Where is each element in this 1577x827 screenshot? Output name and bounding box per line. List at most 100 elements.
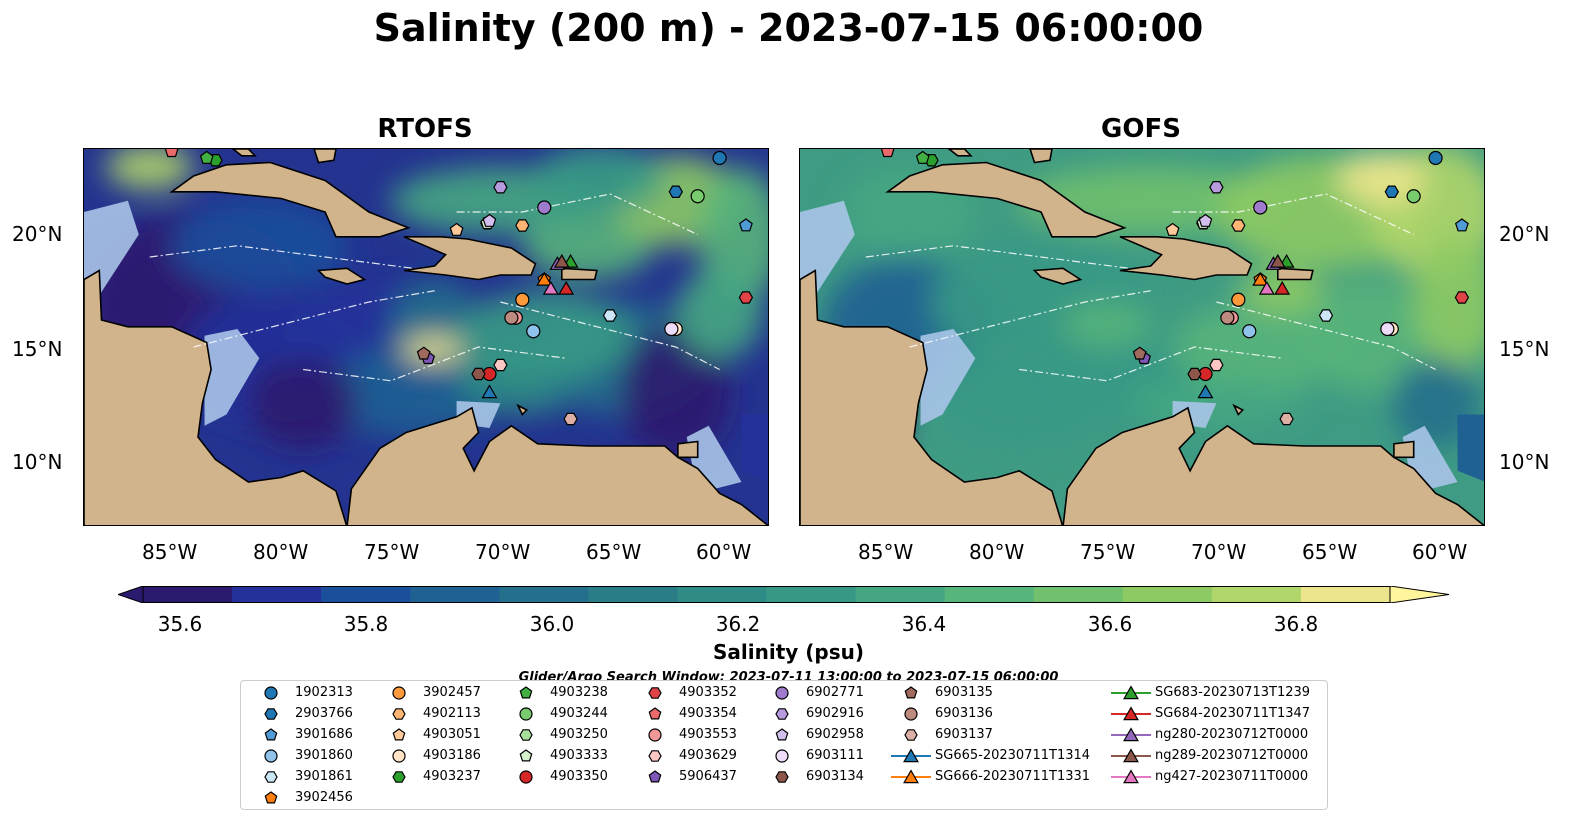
- marker-2903766: [1384, 185, 1399, 199]
- marker-4903354: [164, 149, 179, 158]
- marker-6903135: [1132, 346, 1147, 360]
- cbar-tick-36-6: 36.6: [1087, 612, 1133, 636]
- marker-3901861: [1318, 309, 1334, 322]
- lon-label-60w-right: 60°W: [1412, 540, 1468, 564]
- marker-sg684-20230711t1347: [558, 280, 575, 295]
- triangle-marker-icon: [891, 769, 931, 784]
- figure-title: Salinity (200 m) - 2023-07-15 06:00:00: [373, 6, 1204, 50]
- legend-label: ng280-20230712T0000: [1155, 727, 1309, 742]
- marker-ng427-20230711t0000: [1258, 280, 1275, 295]
- lat-label-10n-right: 10°N: [1499, 450, 1550, 474]
- marker-6903136: [1220, 310, 1235, 325]
- legend-label: 6902916: [806, 706, 864, 721]
- legend-label: 4903186: [423, 748, 481, 763]
- lon-label-85w-right: 85°W: [858, 540, 914, 564]
- pentagon-marker-icon: [264, 791, 278, 804]
- legend-label: 4903333: [550, 748, 608, 763]
- marker-6902916: [493, 180, 508, 194]
- lat-label-20n-right: 20°N: [1499, 222, 1550, 246]
- marker-3902457: [1231, 292, 1246, 307]
- puerto-rico-land: [1276, 267, 1314, 281]
- hexagon-marker-icon: [648, 750, 662, 762]
- hispaniola-land: [1119, 236, 1253, 281]
- marker-6902958: [482, 213, 497, 227]
- pentagon-marker-icon: [264, 728, 278, 741]
- triangle-marker-icon: [1111, 706, 1151, 721]
- hexagon-marker-icon: [904, 729, 918, 741]
- marker-4903051: [1165, 222, 1180, 236]
- cbar-tick-36-8: 36.8: [1273, 612, 1319, 636]
- salinity-colorbar: [118, 586, 1450, 603]
- triangle-marker-icon: [1111, 685, 1151, 700]
- circle-marker-icon: [519, 707, 533, 721]
- central-america-land: [800, 269, 1064, 525]
- marker-6903137: [563, 412, 578, 426]
- marker-6903135: [416, 346, 431, 360]
- colorbar-segment: [677, 586, 767, 603]
- lon-label-65w-left: 65°W: [586, 540, 642, 564]
- hexagon-marker-icon: [648, 687, 662, 699]
- marker-6902771: [537, 200, 552, 215]
- marker-2903766: [668, 185, 683, 199]
- legend-label: 6903111: [806, 748, 864, 763]
- legend-label: SG684-20230711T1347: [1155, 706, 1311, 721]
- marker-sg684-20230711t1347: [1274, 280, 1291, 295]
- circle-marker-icon: [519, 770, 533, 784]
- puerto-rico-land: [560, 267, 598, 281]
- colorbar-extend-low: [118, 586, 144, 603]
- marker-4903051: [449, 222, 464, 236]
- triangle-marker-icon: [1111, 748, 1151, 763]
- legend-label: 4903354: [679, 706, 737, 721]
- marker-4903352: [738, 291, 754, 304]
- marker-4903354: [880, 149, 895, 158]
- colorbar-label: Salinity (psu): [712, 640, 864, 664]
- legend-label: 3901860: [295, 748, 353, 763]
- hexagon-marker-icon: [519, 729, 533, 741]
- legend-label: 4903238: [550, 685, 608, 700]
- legend-label: 6903134: [806, 769, 864, 784]
- lon-label-65w-right: 65°W: [1302, 540, 1358, 564]
- panel-title-rtofs: RTOFS: [377, 114, 473, 144]
- lat-label-10n-left: 10°N: [12, 450, 63, 474]
- lon-label-70w-left: 70°W: [475, 540, 531, 564]
- pentagon-marker-icon: [904, 686, 918, 699]
- legend-label: 4903350: [550, 769, 608, 784]
- bahamas-land: [1029, 149, 1053, 164]
- pentagon-marker-icon: [648, 707, 662, 720]
- legend-label: SG666-20230711T1331: [935, 769, 1091, 784]
- panel-title-gofs: GOFS: [1101, 114, 1181, 144]
- marker-ng289-20230712t0000: [1269, 253, 1286, 268]
- circle-marker-icon: [264, 749, 278, 763]
- pentagon-marker-icon: [648, 770, 662, 783]
- lon-label-75w-right: 75°W: [1080, 540, 1136, 564]
- south-america-land: [1062, 406, 1484, 525]
- legend-label: ng289-20230712T0000: [1155, 748, 1309, 763]
- cbar-tick-36-0: 36.0: [529, 612, 575, 636]
- circle-marker-icon: [392, 749, 406, 763]
- marker-4902113: [515, 219, 530, 232]
- colorbar-segment: [1211, 586, 1302, 603]
- marker-6903111: [1380, 321, 1395, 337]
- marker-4903238: [915, 150, 930, 164]
- colorbar-segment: [1122, 586, 1213, 603]
- marker-6902771: [1253, 200, 1268, 215]
- marker-6902958: [1198, 213, 1213, 227]
- lat-label-15n-right: 15°N: [1499, 337, 1550, 361]
- cbar-tick-36-2: 36.2: [715, 612, 761, 636]
- marker-3901860: [526, 324, 541, 339]
- legend-label: 5906437: [679, 769, 737, 784]
- marker-6903137: [1279, 412, 1294, 426]
- marker-6902916: [1209, 180, 1224, 194]
- colorbar-segment: [588, 586, 678, 603]
- triangle-marker-icon: [1111, 769, 1151, 784]
- jamaica-land: [316, 267, 367, 285]
- cuba-land: [169, 161, 411, 238]
- marker-3901686: [738, 218, 753, 232]
- legend-label: 4903352: [679, 685, 737, 700]
- colorbar-segment: [1300, 586, 1391, 603]
- legend-label: 3901861: [295, 769, 353, 784]
- hexagon-marker-icon: [392, 708, 406, 720]
- hexagon-marker-icon: [264, 771, 278, 783]
- marker-sg666-20230711t1331: [536, 271, 553, 286]
- marker-sg665-20230711t1314: [1197, 384, 1214, 399]
